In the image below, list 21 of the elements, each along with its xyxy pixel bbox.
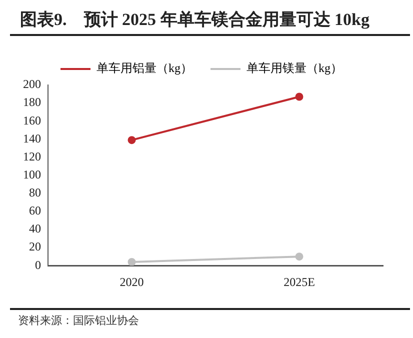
point [295,92,304,101]
x-tick-label: 2025E [284,274,315,289]
y-tick-label: 160 [23,113,41,128]
y-tick-label: 80 [29,186,41,200]
y-tick-label: 20 [29,240,41,254]
point [295,252,304,261]
y-tick-label: 60 [29,204,41,218]
y-tick-label: 200 [23,77,41,92]
legend-label: 单车用铝量（kg） [96,61,192,76]
y-tick-label: 0 [35,258,41,272]
chart-title: 图表9. 预计 2025 年单车镁合金用量可达 10kg [20,9,370,31]
y-tick-label: 40 [29,222,41,236]
y-tick-label: 100 [23,167,41,182]
legend-label: 单车用镁量（kg） [246,61,342,76]
point [128,258,136,266]
text: 资料来源：国际铝业协会 [18,314,139,328]
x-tick-label: 2020 [120,274,144,289]
point [128,136,136,144]
y-tick-label: 140 [23,131,41,146]
y-tick-label: 180 [23,95,41,110]
y-tick-label: 120 [23,149,41,164]
